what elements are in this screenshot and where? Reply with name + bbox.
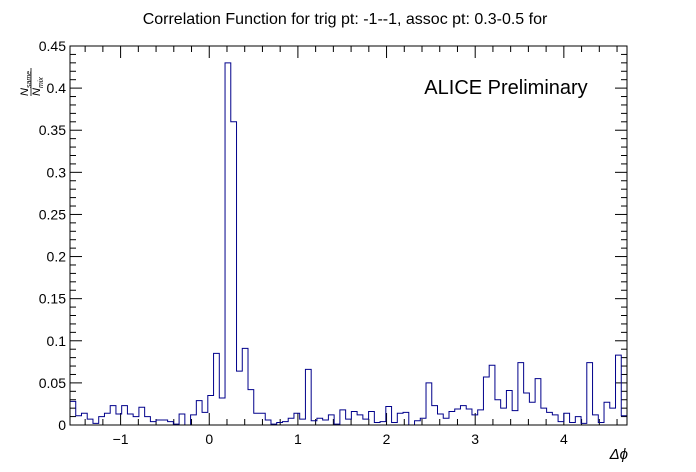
y-tick-label: 0.05 xyxy=(39,375,66,391)
x-tick-label: 3 xyxy=(471,431,479,447)
y-label-numerator-sub: same xyxy=(26,71,33,88)
y-tick-label: 0.3 xyxy=(47,164,67,180)
y-tick-label: 0.4 xyxy=(47,80,67,96)
chart-title: Correlation Function for trig pt: -1--1,… xyxy=(143,11,548,28)
x-axis-label: Δϕ xyxy=(609,446,628,463)
plot-frame xyxy=(69,45,628,426)
y-label-numerator: N xyxy=(19,88,31,96)
y-tick-label: 0.25 xyxy=(39,206,66,222)
x-tick-label: 2 xyxy=(383,431,391,447)
y-label-denominator: N xyxy=(31,88,43,96)
y-tick-label: 0.2 xyxy=(47,249,67,265)
y-tick-label: 0.15 xyxy=(39,291,66,307)
svg-text:Nsame: Nsame xyxy=(19,71,33,96)
svg-text:Nmix: Nmix xyxy=(31,77,45,96)
y-tick-label: 0.1 xyxy=(47,333,67,349)
x-tick-label: 0 xyxy=(205,431,213,447)
x-tick-label: −1 xyxy=(113,431,129,447)
y-tick-label: 0.45 xyxy=(39,38,66,54)
histogram-series xyxy=(69,62,628,426)
y-label-denominator-sub: mix xyxy=(38,77,45,88)
y-tick-label: 0 xyxy=(58,417,66,433)
x-tick-label: 4 xyxy=(560,431,568,447)
tick-labels: 0 0.05 0.1 0.15 0.2 0.25 0.3 0.35 0.4 0.45 −1 0 1 2 3 4 xyxy=(39,38,568,447)
y-axis-label: Nsame Nmix xyxy=(19,68,45,96)
x-tick-label: 1 xyxy=(294,431,302,447)
y-tick-label: 0.35 xyxy=(39,122,66,138)
alice-preliminary-label: ALICE Preliminary xyxy=(424,77,587,99)
